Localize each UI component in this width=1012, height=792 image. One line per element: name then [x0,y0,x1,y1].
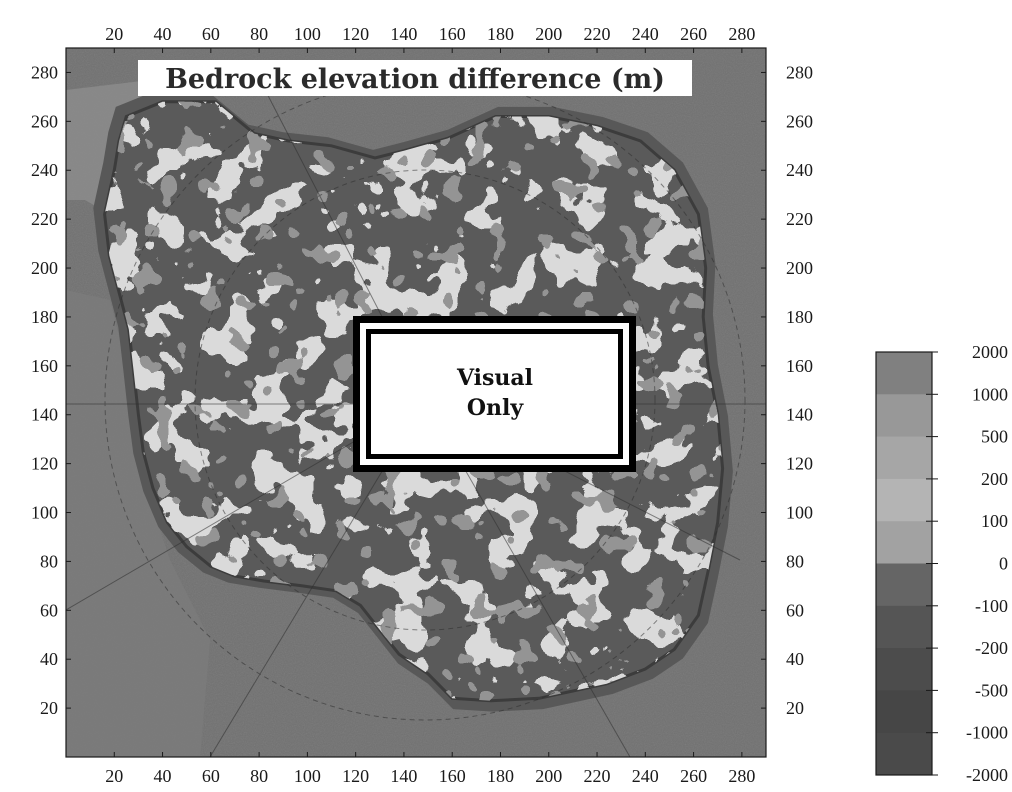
colorbar-segment [876,352,932,395]
y-tick-label-left: 60 [40,600,58,620]
x-tick-label-bottom: 280 [728,766,755,786]
x-axis-bottom: 20 40 60 80 100 120 140 160 180 200 220 240 260 280 [105,752,755,786]
x-tick-label-top: 180 [487,24,514,44]
y-tick-label-left: 120 [31,454,58,474]
x-tick-label-bottom: 160 [439,766,466,786]
y-tick-label-left: 260 [31,111,58,131]
badge-line-1: Visual [456,365,533,391]
colorbar-label: -2000 [966,765,1008,785]
x-tick-label-bottom: 260 [680,766,707,786]
colorbar-label: -1000 [966,723,1008,743]
colorbar-label: 200 [981,469,1008,489]
colorbar-label: -200 [975,638,1008,658]
x-tick-label-top: 120 [342,24,369,44]
y-tick-label-right: 180 [786,307,813,327]
colorbar-segment [876,732,932,776]
x-tick-label-top: 260 [680,24,707,44]
y-tick-label-right: 260 [786,111,813,131]
y-tick-label-right: 80 [786,551,804,571]
x-tick-label-bottom: 120 [342,766,369,786]
x-tick-label-bottom: 180 [487,766,514,786]
x-tick-label-bottom: 40 [154,766,172,786]
x-tick-label-bottom: 60 [202,766,220,786]
plot-axes: 20 40 60 80 100 120 140 160 180 200 220 240 260 280 2… [31,24,813,786]
y-tick-label-left: 220 [31,209,58,229]
colorbar-segments [876,352,932,776]
x-tick-label-top: 140 [390,24,417,44]
y-tick-label-right: 220 [786,209,813,229]
y-tick-label-right: 140 [786,405,813,425]
y-tick-label-left: 40 [40,649,58,669]
x-tick-label-bottom: 20 [105,766,123,786]
x-tick-label-bottom: 80 [250,766,268,786]
colorbar-label: 100 [981,511,1008,531]
map-title: Bedrock elevation difference (m) [165,64,665,95]
x-tick-label-top: 80 [250,24,268,44]
y-tick-label-left: 80 [40,551,58,571]
y-tick-label-right: 160 [786,356,813,376]
x-tick-label-bottom: 220 [584,766,611,786]
y-tick-label-left: 240 [31,160,58,180]
colorbar-label: 2000 [972,342,1008,362]
x-tick-label-top: 40 [154,24,172,44]
x-tick-label-top: 240 [632,24,659,44]
colorbar-label: 1000 [972,384,1008,404]
colorbar-segment [876,690,932,734]
x-tick-label-top: 220 [584,24,611,44]
badge-line-2: Only [467,395,525,421]
x-tick-label-bottom: 140 [390,766,417,786]
x-tick-label-top: 60 [202,24,220,44]
x-tick-label-top: 100 [294,24,321,44]
colorbar-segment [876,436,932,480]
y-tick-label-left: 180 [31,307,58,327]
colorbar-label: -100 [975,596,1008,616]
y-axis-left: 280 260 240 220 200 180 160 140 120 100 80 60 40 20 [31,62,71,718]
y-tick-label-right: 280 [786,62,813,82]
y-tick-label-right: 120 [786,454,813,474]
x-tick-label-bottom: 100 [294,766,321,786]
y-tick-label-left: 160 [31,356,58,376]
ice-shelf-left [66,290,210,757]
x-tick-label-top: 20 [105,24,123,44]
colorbar-label: 0 [999,554,1008,574]
y-tick-label-right: 60 [786,600,804,620]
x-tick-label-top: 280 [728,24,755,44]
y-tick-label-right: 100 [786,503,813,523]
colorbar-label: 500 [981,427,1008,447]
y-axis-right: 280 260 240 220 200 180 160 140 120 100 80 60 40 20 [761,62,813,718]
y-tick-label-left: 140 [31,405,58,425]
title-background [138,60,692,96]
y-tick-label-left: 280 [31,62,58,82]
colorbar-segment [876,394,932,438]
y-tick-label-right: 20 [786,698,804,718]
y-tick-label-right: 200 [786,258,813,278]
badge-panel [371,334,618,454]
y-tick-label-left: 200 [31,258,58,278]
visual-only-badge: Visual Only [353,316,636,472]
x-axis-top: 20 40 60 80 100 120 140 160 180 200 220 240 260 280 [105,24,755,53]
colorbar-label: -500 [975,680,1008,700]
x-tick-label-bottom: 200 [535,766,562,786]
x-tick-label-top: 200 [535,24,562,44]
colorbar-segment [876,605,932,649]
x-tick-label-top: 160 [439,24,466,44]
colorbar-segment [876,478,932,522]
y-tick-label-left: 20 [40,698,58,718]
y-tick-label-right: 240 [786,160,813,180]
colorbar-segment [876,521,932,564]
y-tick-label-left: 100 [31,503,58,523]
title-box: Bedrock elevation difference (m) [138,60,692,96]
y-tick-label-right: 40 [786,649,804,669]
plot-frame [65,47,767,758]
colorbar-segment [876,563,932,607]
x-tick-label-bottom: 240 [632,766,659,786]
colorbar-segment [876,648,932,691]
